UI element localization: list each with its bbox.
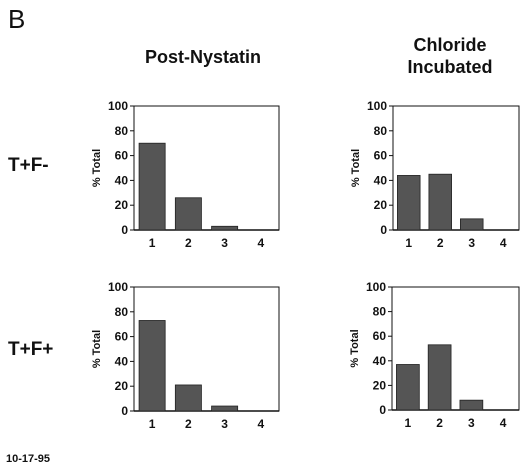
- x-tick-label-0-2: 3: [221, 236, 228, 250]
- bar-0-3: [211, 225, 239, 231]
- bar-0-2: [174, 197, 202, 231]
- column-title-chloride-incubated: Chloride Incubated: [407, 35, 493, 77]
- bar-2-1: [138, 320, 166, 412]
- x-tick-label-3-3: 4: [500, 416, 507, 430]
- bar-1-3: [460, 218, 484, 231]
- x-tick-label-0-0: 1: [149, 236, 156, 250]
- bar-0-1: [138, 142, 166, 231]
- y-tick-label-0-4: 80: [115, 124, 129, 138]
- y-tick-label-1-1: 20: [374, 198, 388, 212]
- y-tick-label-3-2: 40: [373, 354, 387, 368]
- y-tick-label-1-4: 80: [374, 124, 388, 138]
- y-tick-label-2-2: 40: [115, 354, 129, 368]
- y-axis-label-2: % Total: [91, 330, 103, 368]
- x-tick-label-2-3: 4: [258, 417, 265, 431]
- bar-3-3: [459, 399, 484, 411]
- bar-2-2: [174, 384, 202, 412]
- x-tick-label-1-1: 2: [437, 236, 444, 250]
- y-tick-label-3-5: 100: [366, 280, 386, 294]
- x-tick-label-0-3: 4: [258, 236, 265, 250]
- x-tick-label-3-2: 3: [468, 416, 475, 430]
- bar-1-1: [397, 175, 421, 231]
- x-tick-label-1-0: 1: [405, 236, 412, 250]
- y-tick-label-0-0: 0: [121, 223, 128, 237]
- y-tick-label-0-2: 40: [115, 173, 129, 187]
- y-tick-label-1-2: 40: [374, 173, 388, 187]
- y-tick-label-0-1: 20: [115, 198, 129, 212]
- y-tick-label-3-4: 80: [373, 305, 387, 319]
- bar-3-1: [396, 364, 420, 411]
- y-tick-label-0-3: 60: [115, 149, 129, 163]
- y-tick-label-1-3: 60: [374, 149, 388, 163]
- row-label-t-f-minus: T+F-: [8, 155, 49, 176]
- y-axis-label-1: % Total: [350, 149, 362, 187]
- row-label-t-f-plus: T+F+: [8, 339, 54, 360]
- y-tick-label-3-3: 60: [373, 329, 387, 343]
- y-tick-label-3-0: 0: [379, 403, 386, 417]
- x-tick-label-3-0: 1: [405, 416, 412, 430]
- x-tick-label-2-0: 1: [149, 417, 156, 431]
- x-tick-label-2-1: 2: [185, 417, 192, 431]
- x-tick-label-3-1: 2: [436, 416, 443, 430]
- y-tick-label-1-5: 100: [367, 99, 387, 113]
- panel-letter: B: [8, 4, 26, 34]
- x-tick-label-1-2: 3: [468, 236, 475, 250]
- y-axis-label-3: % Total: [349, 329, 361, 367]
- x-tick-label-2-2: 3: [221, 417, 228, 431]
- y-tick-label-2-0: 0: [121, 404, 128, 418]
- y-tick-label-3-1: 20: [373, 378, 387, 392]
- x-tick-label-1-3: 4: [500, 236, 507, 250]
- column-title-post-nystatin: Post-Nystatin: [144, 47, 261, 67]
- bar-2-3: [211, 405, 239, 412]
- y-axis-label-0: % Total: [91, 149, 103, 187]
- y-tick-label-2-5: 100: [108, 280, 128, 294]
- y-tick-label-2-3: 60: [115, 330, 129, 344]
- date-stamp: 10-17-95: [6, 453, 51, 465]
- bar-1-2: [428, 173, 452, 231]
- y-tick-label-2-4: 80: [115, 305, 129, 319]
- y-tick-label-2-1: 20: [115, 379, 129, 393]
- bar-3-2: [427, 344, 452, 411]
- y-tick-label-1-0: 0: [380, 223, 387, 237]
- x-tick-label-0-1: 2: [185, 236, 192, 250]
- y-tick-label-0-5: 100: [108, 99, 128, 113]
